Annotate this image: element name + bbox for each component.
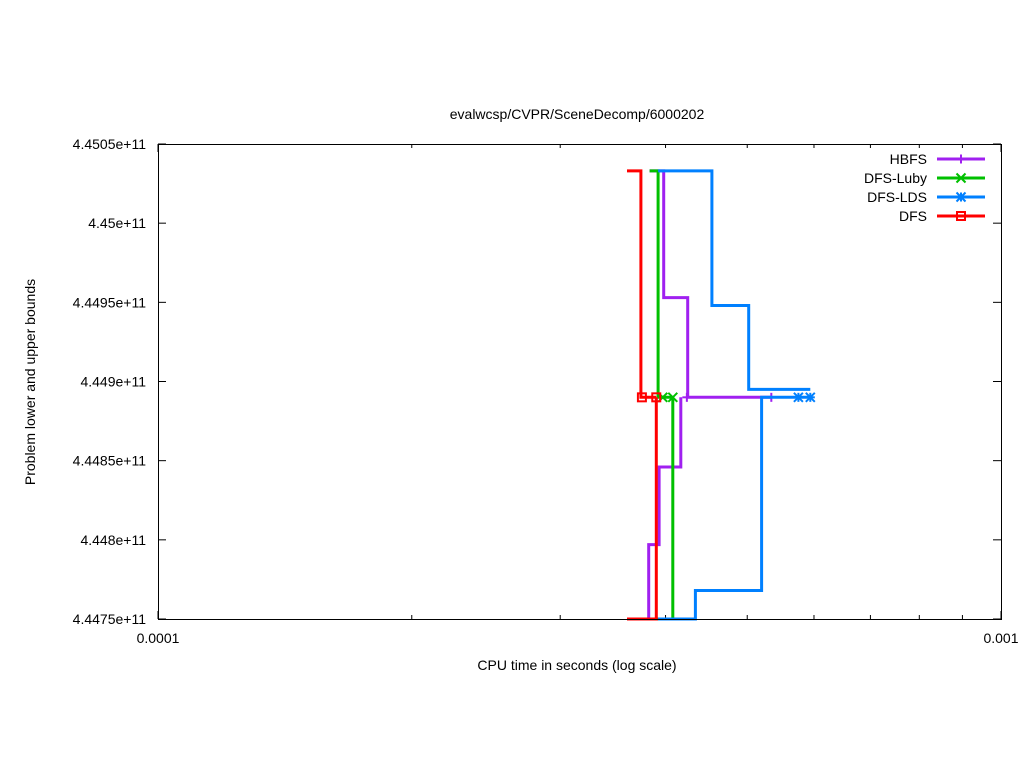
series-dfs-marker bbox=[636, 392, 647, 403]
series-dfs-upper-line bbox=[627, 169, 657, 399]
legend-label-dfs-luby: DFS-Luby bbox=[864, 170, 927, 186]
y-tick-label: 4.4485e+11 bbox=[73, 453, 147, 469]
legend-label-dfs: DFS bbox=[899, 208, 927, 224]
plot-frame bbox=[158, 144, 1002, 620]
legend-label-hbfs: HBFS bbox=[890, 151, 927, 167]
y-tick-label: 4.4495e+11 bbox=[73, 294, 147, 310]
legend-marker-dfs-luby-stroke bbox=[955, 172, 967, 184]
series-dfs-lds-marker-stroke bbox=[793, 392, 804, 403]
y-tick-label: 4.449e+11 bbox=[80, 374, 146, 390]
series-dfs-luby-upper-line bbox=[649, 169, 673, 399]
series-dfs-lds-upper-line bbox=[658, 169, 811, 391]
series-dfs-lds-marker-stroke bbox=[805, 392, 816, 403]
chart-title: evalwcsp/CVPR/SceneDecomp/6000202 bbox=[450, 106, 705, 122]
legend-label-dfs-lds: DFS-LDS bbox=[867, 189, 927, 205]
legend-marker-dfs-luby bbox=[955, 172, 967, 184]
series-hbfs-marker bbox=[682, 392, 692, 402]
x-axis-label: CPU time in seconds (log scale) bbox=[477, 657, 676, 673]
series-dfs-lds-marker bbox=[805, 392, 816, 403]
series-hbfs-lower-line bbox=[647, 397, 683, 619]
series-dfs-marker-stroke bbox=[651, 392, 662, 403]
legend: HBFS DFS-Luby DFS-LDS DFS bbox=[864, 151, 985, 224]
series-dfs-luby-marker bbox=[667, 392, 678, 403]
legend-marker-dfs-lds bbox=[955, 191, 967, 203]
y-axis-label: Problem lower and upper bounds bbox=[22, 279, 38, 485]
series-dfs-marker-stroke bbox=[636, 392, 647, 403]
series-dfs-luby-marker-stroke bbox=[667, 392, 678, 403]
x-tick-label: 0.0001 bbox=[137, 630, 180, 646]
y-tick-label: 4.4505e+11 bbox=[73, 136, 147, 152]
x-tick-label: 0.001 bbox=[983, 630, 1018, 646]
legend-marker-dfs-stroke bbox=[956, 211, 966, 221]
y-tick-label: 4.45e+11 bbox=[88, 215, 146, 231]
legend-marker-dfs bbox=[956, 211, 966, 221]
legend-marker-dfs-lds-stroke bbox=[955, 191, 967, 203]
y-tick-label: 4.4475e+11 bbox=[73, 611, 147, 627]
y-tick-label: 4.448e+11 bbox=[80, 532, 146, 548]
legend-marker-hbfs bbox=[956, 154, 966, 164]
series-dfs-marker bbox=[651, 392, 662, 403]
series-dfs-lds-marker bbox=[793, 392, 804, 403]
axis-tick-labels: 4.4475e+11 4.448e+11 4.4485e+11 4.449e+11 4.… bbox=[73, 136, 1019, 646]
